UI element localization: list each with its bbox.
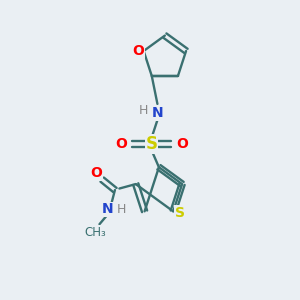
Text: O: O [132,44,144,58]
Text: H: H [139,104,148,117]
Text: S: S [146,135,158,153]
Text: N: N [102,202,113,216]
Text: O: O [115,137,127,151]
Text: O: O [176,137,188,151]
Text: S: S [175,206,185,220]
Text: H: H [117,203,127,216]
Text: O: O [90,166,102,180]
Text: N: N [152,106,164,120]
Text: CH₃: CH₃ [85,226,106,239]
